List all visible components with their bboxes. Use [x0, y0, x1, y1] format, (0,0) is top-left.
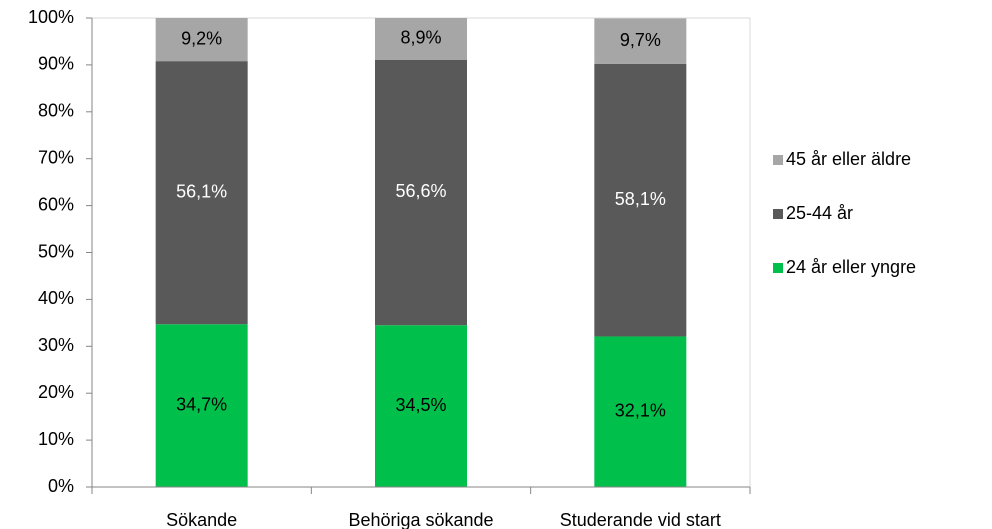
bar-segment: [155, 18, 248, 62]
legend-swatch: [773, 155, 783, 165]
bar-segment: [375, 325, 467, 487]
data-label: 34,5%: [395, 395, 446, 415]
y-tick-label: 0%: [48, 476, 74, 496]
x-tick-label: Behöriga sökande: [348, 510, 493, 529]
y-tick-label: 80%: [38, 101, 74, 121]
data-label: 9,7%: [620, 30, 661, 50]
y-tick-label: 90%: [38, 54, 74, 74]
y-tick-label: 60%: [38, 194, 74, 214]
y-tick-label: 70%: [38, 147, 74, 167]
bar-segment: [594, 63, 687, 337]
data-label: 34,7%: [176, 394, 227, 414]
data-label: 58,1%: [615, 189, 666, 209]
data-label: 9,2%: [181, 28, 222, 48]
legend-swatch: [773, 209, 783, 219]
bar-segment: [594, 18, 687, 64]
bar-segment: [594, 336, 687, 487]
bar-segment: [155, 61, 248, 325]
x-tick-label: Sökande: [166, 510, 237, 529]
y-tick-label: 50%: [38, 241, 74, 261]
y-tick-label: 20%: [38, 382, 74, 402]
legend-label: 45 år eller äldre: [786, 149, 911, 169]
legend-swatch: [773, 263, 783, 273]
legend-label: 25-44 år: [786, 203, 853, 223]
data-label: 32,1%: [615, 400, 666, 420]
data-label: 56,1%: [176, 181, 227, 201]
bar-segment: [375, 59, 467, 326]
data-label: 56,6%: [395, 181, 446, 201]
y-tick-label: 10%: [38, 429, 74, 449]
y-tick-label: 30%: [38, 335, 74, 355]
bar-segment: [375, 18, 467, 60]
legend-label: 24 år eller yngre: [786, 257, 916, 277]
y-tick-label: 100%: [28, 7, 74, 27]
data-label: 8,9%: [400, 28, 441, 48]
x-tick-label: Studerande vid start: [560, 510, 721, 529]
y-tick-label: 40%: [38, 288, 74, 308]
bar-segment: [155, 324, 248, 487]
